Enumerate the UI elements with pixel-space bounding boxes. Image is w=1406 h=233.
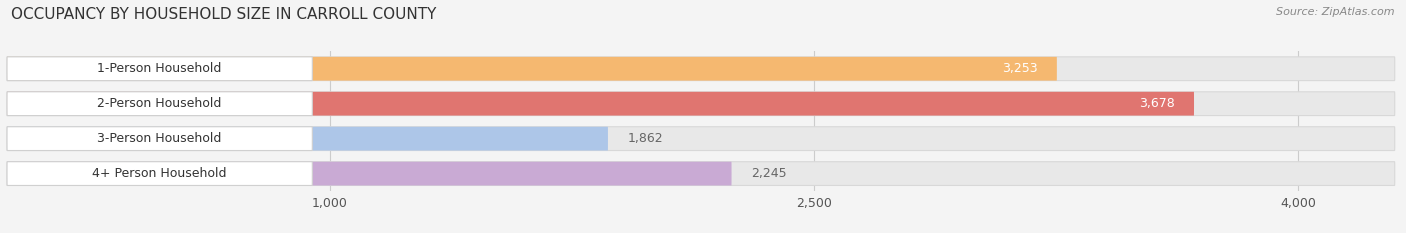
FancyBboxPatch shape xyxy=(7,127,1395,151)
FancyBboxPatch shape xyxy=(7,57,1395,81)
FancyBboxPatch shape xyxy=(7,127,607,151)
Text: Source: ZipAtlas.com: Source: ZipAtlas.com xyxy=(1277,7,1395,17)
FancyBboxPatch shape xyxy=(7,162,731,185)
FancyBboxPatch shape xyxy=(7,162,312,185)
Text: 2-Person Household: 2-Person Household xyxy=(97,97,222,110)
FancyBboxPatch shape xyxy=(7,92,1194,116)
Text: 1,862: 1,862 xyxy=(627,132,664,145)
FancyBboxPatch shape xyxy=(7,127,312,151)
Text: 3,678: 3,678 xyxy=(1139,97,1174,110)
Text: 3,253: 3,253 xyxy=(1002,62,1038,75)
Text: 2,245: 2,245 xyxy=(751,167,786,180)
FancyBboxPatch shape xyxy=(7,162,1395,185)
FancyBboxPatch shape xyxy=(7,57,312,81)
FancyBboxPatch shape xyxy=(7,57,1057,81)
FancyBboxPatch shape xyxy=(7,92,1395,116)
Text: OCCUPANCY BY HOUSEHOLD SIZE IN CARROLL COUNTY: OCCUPANCY BY HOUSEHOLD SIZE IN CARROLL C… xyxy=(11,7,437,22)
Text: 1-Person Household: 1-Person Household xyxy=(97,62,222,75)
Text: 3-Person Household: 3-Person Household xyxy=(97,132,222,145)
Text: 4+ Person Household: 4+ Person Household xyxy=(93,167,226,180)
FancyBboxPatch shape xyxy=(7,92,312,116)
